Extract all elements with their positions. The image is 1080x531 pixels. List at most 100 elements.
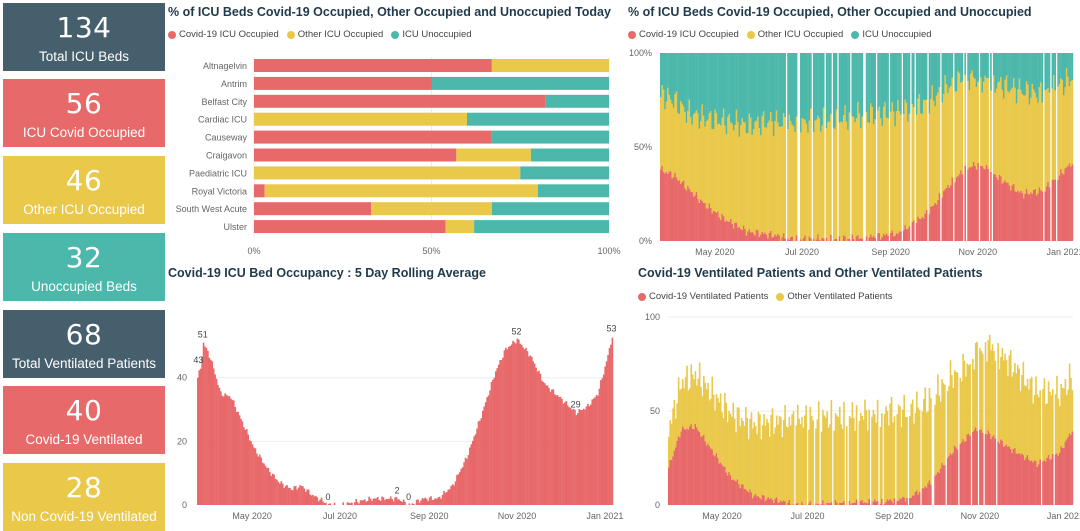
bar-covid-vent (1045, 461, 1047, 505)
bar-other-vent (940, 402, 942, 469)
bar-other-vent (815, 428, 817, 503)
bar-covid-vent (1013, 449, 1015, 505)
bar-other-vent (864, 400, 866, 503)
bar-covid-vent (1046, 458, 1048, 505)
bar-covid-vent (1037, 467, 1039, 505)
bar-covid-vent (915, 492, 917, 505)
bar-covid-vent (881, 499, 883, 505)
bar-covid-vent (697, 430, 699, 505)
bar-other-vent (699, 362, 701, 431)
bar-other-vent (1017, 365, 1019, 454)
bar-other-vent (969, 364, 971, 436)
bar-other-vent (779, 416, 781, 503)
bar-other-vent (828, 428, 830, 503)
bar-other-vent (751, 412, 753, 492)
bar-covid-vent (671, 460, 673, 505)
bar-covid-vent (916, 490, 918, 505)
bar-other-vent (714, 411, 716, 457)
bar-other-vent (929, 388, 931, 480)
bar-covid-vent (906, 498, 908, 505)
bar-covid-vent (1058, 456, 1060, 505)
bar-covid-vent (889, 499, 891, 505)
bar-other-vent (901, 427, 903, 499)
bar-covid-vent (748, 492, 750, 505)
bar-covid-vent (767, 497, 769, 505)
bar-covid-vent (718, 463, 720, 505)
bar-other-vent (798, 419, 800, 505)
bar-other-vent (780, 417, 782, 500)
bar-covid-vent (692, 429, 694, 505)
bar-covid-vent (752, 498, 754, 505)
bar-other-vent (997, 343, 999, 441)
bar-covid-vent (1014, 448, 1016, 505)
bar-other-vent (992, 344, 994, 436)
bar-covid-vent (839, 503, 841, 505)
bar-covid-vent (790, 504, 792, 505)
bar-other-vent (937, 374, 939, 472)
bar-covid-vent (784, 501, 786, 505)
bar-other-vent (811, 416, 813, 505)
bar-other-vent (1032, 404, 1034, 463)
bar-other-vent (758, 412, 760, 496)
bar-covid-vent (842, 503, 844, 505)
bar-covid-vent (716, 453, 718, 505)
bar-other-vent (861, 416, 863, 500)
bar-covid-vent (1070, 435, 1072, 505)
bar-other-vent (840, 424, 842, 503)
bar-covid-vent (909, 498, 911, 505)
bar-covid-vent (1065, 442, 1067, 505)
bar-other-vent (1051, 395, 1053, 459)
bar-covid-vent (746, 491, 748, 505)
bar-covid-vent (997, 441, 999, 505)
bar-covid-vent (874, 500, 876, 505)
bar-covid-vent (831, 502, 833, 505)
bar-covid-vent (1018, 453, 1020, 505)
bar-covid-vent (989, 434, 991, 505)
bar-other-vent (910, 404, 912, 498)
bar-other-vent (674, 400, 676, 451)
bar-covid-vent (797, 503, 799, 505)
bar-covid-vent (808, 503, 810, 505)
bar-other-vent (1048, 381, 1050, 454)
bar-covid-vent (828, 503, 830, 505)
bar-other-vent (985, 342, 987, 434)
bar-other-vent (835, 413, 837, 500)
bar-covid-vent (751, 493, 753, 505)
bar-other-vent (711, 377, 713, 450)
bar-other-vent (735, 432, 737, 481)
bar-other-vent (709, 400, 711, 445)
bar-covid-vent (695, 424, 697, 505)
bar-other-vent (856, 405, 858, 499)
bar-covid-vent (1020, 455, 1022, 505)
bar-covid-vent (776, 497, 778, 505)
bar-covid-vent (700, 437, 702, 505)
bar-other-vent (875, 423, 877, 502)
bar-other-vent (972, 359, 974, 432)
bar-covid-vent (696, 427, 698, 505)
bar-covid-vent (1003, 447, 1005, 505)
bar-other-vent (793, 411, 795, 504)
bar-other-vent (744, 426, 746, 489)
bar-other-vent (877, 400, 879, 501)
bar-other-vent (1021, 375, 1023, 453)
bar-other-vent (867, 430, 869, 503)
bar-other-vent (773, 434, 775, 503)
bar-covid-vent (704, 441, 706, 505)
bar-covid-vent (964, 441, 966, 505)
bar-other-vent (902, 410, 904, 497)
bar-covid-vent (669, 460, 671, 505)
bar-other-vent (989, 335, 991, 434)
bar-covid-vent (861, 500, 863, 505)
bar-covid-vent (738, 484, 740, 505)
bar-covid-vent (686, 428, 688, 505)
bar-other-vent (975, 343, 977, 427)
bar-covid-vent (1031, 460, 1033, 505)
bar-other-vent (919, 410, 921, 492)
bar-other-vent (702, 396, 704, 436)
bar-other-vent (803, 427, 805, 504)
bar-covid-vent (923, 488, 925, 505)
bar-covid-vent (693, 429, 695, 505)
bar-covid-vent (1030, 461, 1032, 505)
bar-other-vent (683, 388, 685, 428)
bar-covid-vent (849, 501, 851, 505)
